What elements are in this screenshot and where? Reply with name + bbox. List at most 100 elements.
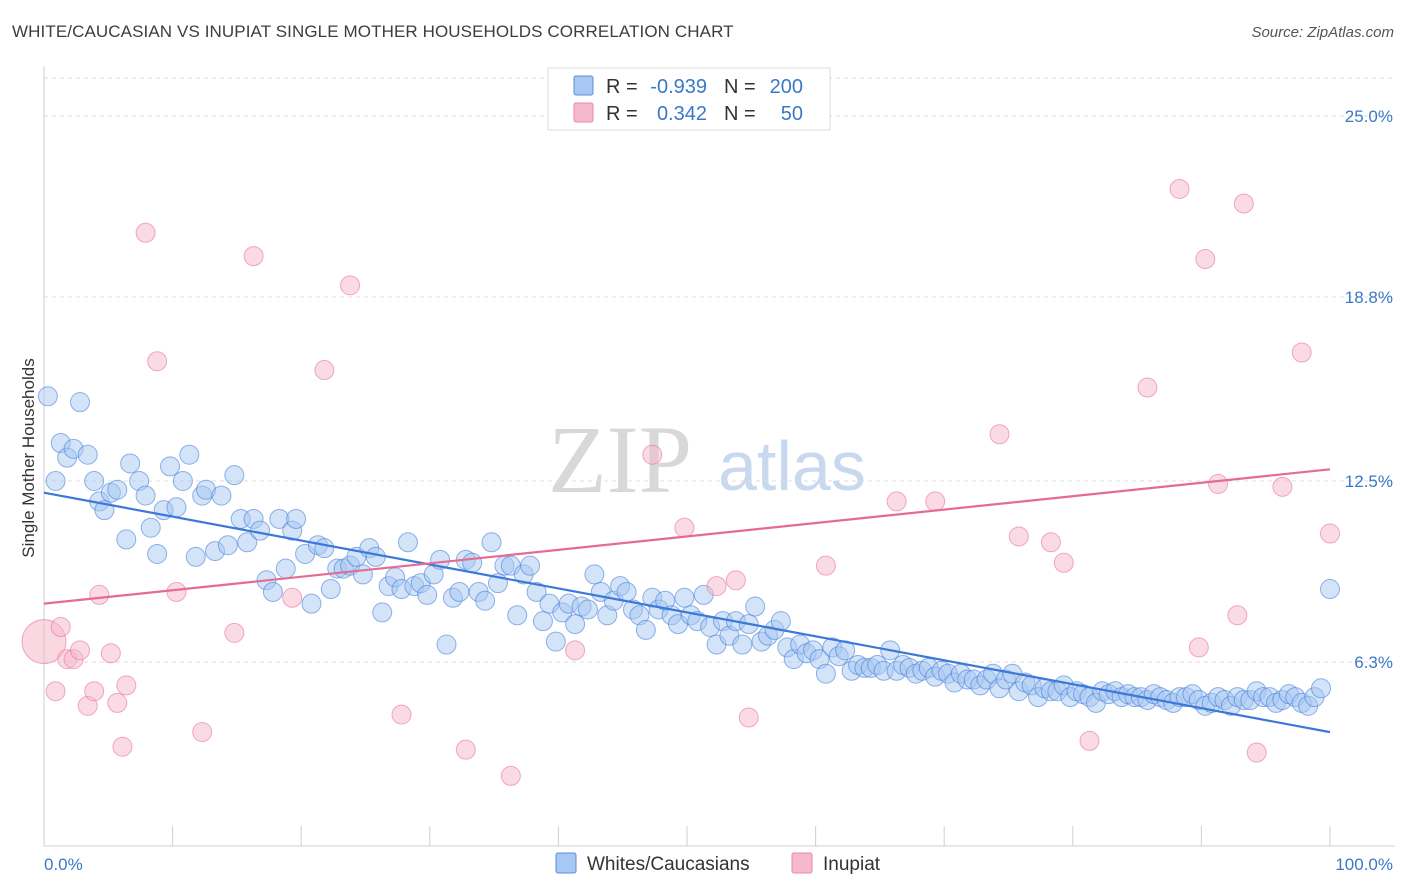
whites-point-99 [674,587,695,608]
chart-title: WHITE/CAUCASIAN VS INUPIAT SINGLE MOTHER… [12,22,734,41]
inupiat-point-21 [340,275,361,296]
whites-point-75 [520,555,541,576]
legend-r-value-whites: -0.939 [650,76,707,98]
whites-point-13 [120,453,141,474]
y-tick-label-2: 18.8% [1345,288,1393,307]
legend-r-label-whites: R = [606,76,638,98]
whites-point-23 [185,546,206,567]
y-tick-labels: 6.3% 12.5% 18.8% 25.0% [1345,107,1393,672]
bottom-legend-label-whites: Whites/Caucasians [587,854,750,875]
whites-point-62 [436,634,457,655]
inupiat-point-26 [642,444,663,465]
whites-point-84 [577,599,598,620]
inupiat-point-23 [455,739,476,760]
inupiat-point-39 [1137,377,1158,398]
inupiat-point-9 [100,643,121,664]
inupiat-point-30 [738,707,759,728]
inupiat-point-38 [1079,730,1100,751]
whites-point-37 [275,558,296,579]
whites-point-44 [320,579,341,600]
inupiat-point-1 [45,681,66,702]
inupiat-point-22 [391,704,412,725]
whites-point-41 [301,593,322,614]
whites-point-108 [732,634,753,655]
whites-point-49 [352,564,373,585]
inupiat-point-41 [1188,637,1209,658]
inupiat-point-31 [815,555,836,576]
inupiat-point-19 [282,587,303,608]
inupiat-point-20 [314,360,335,381]
source-label: Source: ZipAtlas.com [1251,24,1394,41]
legend-r-label-inupiat: R = [606,103,638,125]
inupiat-point-12 [116,675,137,696]
inupiat-point-36 [1040,532,1061,553]
whites-point-19 [160,456,181,477]
inupiat-point-35 [1008,526,1029,547]
x-tick-labels: 0.0% 100.0% [44,855,1393,874]
whites-point-29 [224,465,245,486]
whites-point-110 [745,596,766,617]
whites-point-7 [84,470,105,491]
inupiat-point-33 [925,491,946,512]
inupiat-point-15 [166,581,187,602]
y-tick-label-3: 25.0% [1345,107,1393,126]
whites-point-11 [107,479,128,500]
whites-point-1 [45,470,66,491]
inupiat-point-49 [1320,523,1340,544]
inupiat-point-47 [1272,476,1293,497]
x-tick-label-0: 0.0% [44,855,83,874]
legend-top: R = -0.939 N = 200 R = 0.342 N = 50 [547,67,831,131]
inupiat-point-8 [89,584,110,605]
axes [43,66,1395,847]
whites-point-77 [532,611,553,632]
whites-point-56 [397,532,418,553]
inupiat-point-17 [224,622,245,643]
bottom-legend-label-inupiat: Inupiat [823,854,881,875]
whites-point-21 [172,470,193,491]
whites-point-16 [140,517,161,538]
whites-point-76 [526,581,547,602]
whites-point-64 [449,581,470,602]
inupiat-point-14 [147,351,168,372]
whites-point-43 [314,538,335,559]
whites-point-17 [147,543,168,564]
legend-swatch-inupiat [573,102,594,123]
legend-n-value-inupiat: 50 [781,103,803,125]
inupiat-point-28 [706,576,727,597]
whites-point-66 [462,552,483,573]
y-tick-label-0: 6.3% [1354,653,1393,672]
inupiat-point-11 [112,736,133,757]
inupiat-point-5 [70,640,91,661]
whites-point-5 [70,392,91,413]
inupiat-point-13 [135,222,156,243]
whites-point-15 [135,485,156,506]
inupiat-point-32 [886,491,907,512]
whites-point-35 [262,581,283,602]
watermark-atlas: atlas [718,427,866,505]
legend-bottom: Whites/Caucasians Inupiat [555,852,881,875]
legend-n-label-inupiat: N = [724,103,756,125]
inupiat-point-27 [674,517,695,538]
y-tick-label-1: 12.5% [1345,472,1393,491]
inupiat-points [21,178,1340,786]
whites-point-68 [475,590,496,611]
legend-r-value-inupiat: 0.342 [657,103,707,125]
whites-point-85 [584,564,605,585]
legend-n-value-whites: 200 [770,76,803,98]
inupiat-point-18 [243,246,264,267]
whites-point-82 [565,614,586,635]
inupiat-trend-line [43,468,1331,605]
inupiat-point-43 [1208,473,1229,494]
inupiat-point-7 [84,681,105,702]
whites-point-93 [635,619,656,640]
whites-point-51 [365,546,386,567]
whites-point-27 [211,485,232,506]
inupiat-point-37 [1053,552,1074,573]
whites-point-73 [507,605,528,626]
gridlines [44,77,1395,663]
whites-point-6 [77,444,98,465]
whites-point-90 [616,581,637,602]
whites-point-52 [372,602,393,623]
whites-point-198 [1310,678,1331,699]
whites-points [37,386,1340,716]
